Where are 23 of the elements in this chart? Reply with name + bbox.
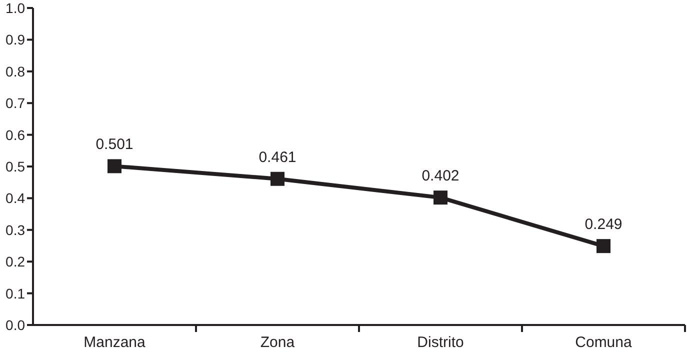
y-tick-label: 0.2 [6, 254, 26, 270]
data-label: 0.402 [422, 168, 460, 185]
y-tick-label: 0.4 [6, 190, 26, 206]
point [596, 239, 610, 254]
y-tick-label: 0.0 [6, 316, 26, 333]
point [434, 190, 448, 205]
y-tick-label: 0.5 [6, 158, 26, 174]
x-tick-label: Comuna [575, 334, 633, 351]
y-tick-label: 0.3 [6, 222, 26, 238]
y-tick-label: 1.0 [6, 0, 26, 16]
y-tick-label: 0.1 [6, 285, 26, 302]
point [108, 159, 122, 174]
y-tick-label: 0.7 [6, 95, 26, 112]
data-label: 0.501 [96, 136, 134, 154]
x-tick-label: Distrito [417, 334, 464, 351]
x-tick-label: Zona [260, 334, 296, 351]
y-tick-label: 0.6 [6, 126, 26, 143]
data-label: 0.249 [584, 216, 622, 234]
y-tick-label: 0.8 [6, 63, 26, 80]
y-tick-label: 0.9 [6, 32, 26, 48]
data-label: 0.461 [258, 148, 296, 166]
point [270, 172, 284, 186]
x-tick-label: Manzana [84, 334, 146, 351]
